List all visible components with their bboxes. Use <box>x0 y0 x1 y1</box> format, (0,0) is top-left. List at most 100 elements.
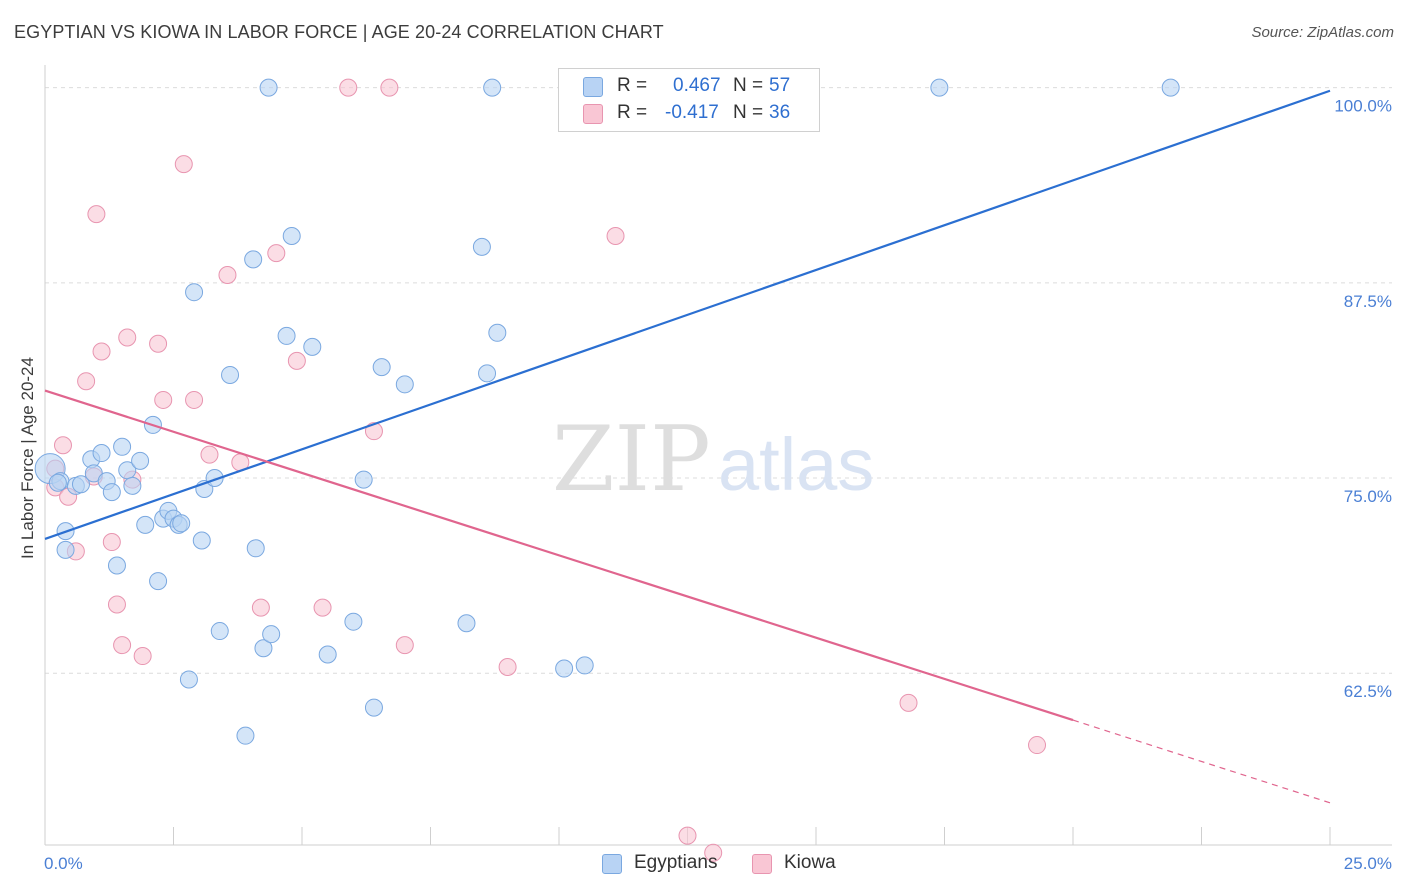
egyptians-point <box>71 475 90 494</box>
kiowa-swatch <box>583 104 603 124</box>
source-label: Source: ZipAtlas.com <box>1251 24 1394 41</box>
y-tick-label: 75.0% <box>1344 487 1392 506</box>
egyptians-point <box>92 444 111 463</box>
legend-n-value: 36 <box>769 102 791 123</box>
legend-n-label: N = <box>733 75 764 96</box>
watermark-zip: ZIP <box>552 407 711 512</box>
kiowa-points <box>46 78 1047 862</box>
egyptians-point <box>364 698 383 717</box>
egyptians-point <box>221 365 240 384</box>
egyptians-point <box>236 726 255 745</box>
egyptians-point <box>344 612 363 631</box>
x-tick-label: 0.0% <box>44 854 83 873</box>
grid-lines <box>45 87 1392 674</box>
egyptians-point <box>107 556 126 575</box>
egyptians-point <box>149 572 168 591</box>
egyptians-point <box>472 237 491 256</box>
egyptians-point <box>172 514 191 533</box>
egyptians-point <box>575 656 594 675</box>
kiowa-point <box>678 826 697 845</box>
egyptians-point <box>123 476 142 495</box>
legend-n-value: 57 <box>769 75 791 96</box>
egyptians-point <box>1161 78 1180 97</box>
kiowa-point <box>313 598 332 617</box>
kiowa-point <box>498 657 517 676</box>
watermark: ZIP atlas <box>552 407 874 512</box>
egyptians-point <box>483 78 502 97</box>
kiowa-point <box>380 78 399 97</box>
watermark-atlas: atlas <box>718 423 874 506</box>
legend-r-value: 0.467 <box>673 75 721 96</box>
kiowa-point <box>149 334 168 353</box>
legend-label-egyptians: Egyptians <box>634 852 718 873</box>
egyptians-point <box>282 226 301 245</box>
egyptians-point <box>277 326 296 345</box>
legend-n-label: N = <box>733 102 764 123</box>
egyptians-swatch <box>602 854 622 874</box>
egyptians-point <box>395 375 414 394</box>
kiowa-point <box>251 598 270 617</box>
egyptians-point <box>555 659 574 678</box>
egyptians-point <box>254 639 273 658</box>
y-tick-label: 62.5% <box>1344 682 1392 701</box>
trend-lines <box>44 89 1331 804</box>
kiowa-point <box>53 436 72 455</box>
egyptians-point <box>262 625 281 644</box>
egyptians-point <box>478 364 497 383</box>
kiowa-point <box>77 372 96 391</box>
kiowa-point <box>899 693 918 712</box>
kiowa-point <box>185 390 204 409</box>
correlation-legend: R = 0.467 N = 57 R = -0.417 N = 36 <box>558 68 820 132</box>
egyptians-point <box>185 283 204 302</box>
egyptians-point <box>102 483 121 502</box>
kiowa-trend-line-extension <box>1072 719 1331 804</box>
kiowa-point <box>107 595 126 614</box>
kiowa-point <box>606 226 625 245</box>
egyptians-point <box>372 358 391 377</box>
egyptians-point <box>210 622 229 641</box>
kiowa-point <box>267 244 286 263</box>
egyptians-point <box>318 645 337 664</box>
kiowa-point <box>364 422 383 441</box>
kiowa-point <box>218 266 237 285</box>
egyptians-point <box>488 323 507 342</box>
y-tick-label: 100.0% <box>1334 97 1392 116</box>
egyptians-point <box>56 540 75 559</box>
kiowa-trend-line <box>44 389 1074 722</box>
egyptians-points <box>34 78 1180 745</box>
kiowa-point <box>113 636 132 655</box>
y-tick-label: 87.5% <box>1344 292 1392 311</box>
kiowa-point <box>395 636 414 655</box>
egyptians-point <box>48 473 67 492</box>
egyptians-point <box>192 531 211 550</box>
egyptians-point <box>244 250 263 269</box>
egyptians-point <box>136 515 155 534</box>
tick-labels: 62.5% 75.0% 87.5% 100.0% 0.0% 25.0% <box>44 97 1392 873</box>
egyptians-point <box>930 78 949 97</box>
kiowa-point <box>704 843 723 862</box>
kiowa-point <box>92 342 111 361</box>
kiowa-swatch <box>752 854 772 874</box>
kiowa-point <box>133 647 152 666</box>
legend-label-kiowa: Kiowa <box>784 852 836 873</box>
egyptians-point <box>457 614 476 633</box>
kiowa-point <box>154 390 173 409</box>
kiowa-point <box>118 328 137 347</box>
egyptians-point <box>113 437 132 456</box>
kiowa-point <box>1028 736 1047 755</box>
kiowa-point <box>339 78 358 97</box>
kiowa-point <box>287 351 306 370</box>
kiowa-point <box>87 205 106 224</box>
egyptians-swatch <box>583 77 603 97</box>
kiowa-point <box>174 155 193 174</box>
legend-r-label: R = <box>617 102 648 123</box>
egyptians-point <box>354 470 373 489</box>
egyptians-point <box>179 670 198 689</box>
egyptians-point <box>131 451 150 470</box>
egyptians-point <box>246 539 265 558</box>
egyptians-trend-line <box>44 89 1331 540</box>
kiowa-point <box>102 533 121 552</box>
kiowa-point <box>200 445 219 464</box>
x-tick-label: 25.0% <box>1344 854 1392 873</box>
